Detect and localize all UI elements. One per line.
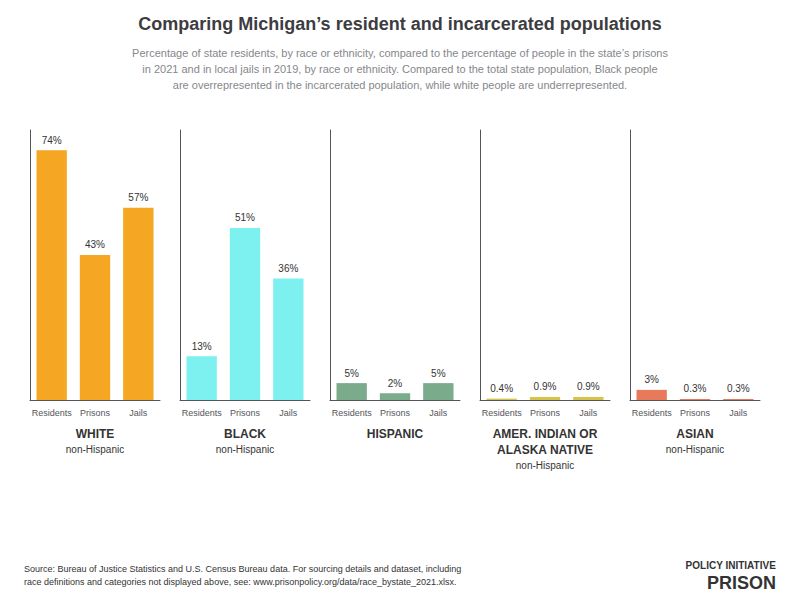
svg-text:non-Hispanic: non-Hispanic xyxy=(516,460,574,471)
svg-text:0.3%: 0.3% xyxy=(684,383,707,394)
svg-text:Jails: Jails xyxy=(429,408,448,418)
svg-text:Prisons: Prisons xyxy=(80,408,111,418)
svg-text:0.9%: 0.9% xyxy=(534,381,557,392)
svg-text:POLICY INITIATIVE: POLICY INITIATIVE xyxy=(686,560,777,571)
svg-text:43%: 43% xyxy=(85,239,105,250)
svg-text:13%: 13% xyxy=(192,341,212,352)
svg-text:AMER. INDIAN OR: AMER. INDIAN OR xyxy=(493,427,598,441)
svg-text:non-Hispanic: non-Hispanic xyxy=(66,444,124,455)
svg-text:5%: 5% xyxy=(431,368,446,379)
svg-text:race definitions and categorie: race definitions and categories not disp… xyxy=(24,577,457,587)
svg-text:ASIAN: ASIAN xyxy=(676,427,713,441)
svg-text:Prisons: Prisons xyxy=(680,408,711,418)
svg-text:non-Hispanic: non-Hispanic xyxy=(666,444,724,455)
svg-text:Jails: Jails xyxy=(279,408,298,418)
svg-text:Jails: Jails xyxy=(129,408,148,418)
svg-text:Jails: Jails xyxy=(729,408,748,418)
svg-text:0.4%: 0.4% xyxy=(490,383,513,394)
svg-text:Jails: Jails xyxy=(579,408,598,418)
svg-text:74%: 74% xyxy=(42,135,62,146)
svg-text:Percentage of state residents,: Percentage of state residents, by race o… xyxy=(132,47,668,59)
svg-text:5%: 5% xyxy=(344,368,359,379)
svg-text:36%: 36% xyxy=(278,263,298,274)
svg-text:in 2021 and in local jails in: in 2021 and in local jails in 2019, by r… xyxy=(142,63,657,75)
svg-text:PRISON: PRISON xyxy=(707,573,776,593)
svg-text:Prisons: Prisons xyxy=(230,408,261,418)
svg-text:HISPANIC: HISPANIC xyxy=(367,427,424,441)
svg-text:51%: 51% xyxy=(235,212,255,223)
svg-text:Residents: Residents xyxy=(332,408,373,418)
svg-text:are overrepresented in the inc: are overrepresented in the incarcerated … xyxy=(173,79,627,91)
svg-text:Residents: Residents xyxy=(182,408,223,418)
svg-text:0.9%: 0.9% xyxy=(577,381,600,392)
svg-text:57%: 57% xyxy=(128,192,148,203)
svg-text:Source: Bureau of Justice Stat: Source: Bureau of Justice Statistics and… xyxy=(24,564,461,574)
svg-text:non-Hispanic: non-Hispanic xyxy=(216,444,274,455)
svg-text:Prisons: Prisons xyxy=(380,408,411,418)
svg-text:2%: 2% xyxy=(388,378,403,389)
svg-text:BLACK: BLACK xyxy=(224,427,266,441)
svg-text:Residents: Residents xyxy=(632,408,673,418)
svg-text:ALASKA NATIVE: ALASKA NATIVE xyxy=(497,443,593,457)
svg-text:3%: 3% xyxy=(644,374,659,385)
svg-text:WHITE: WHITE xyxy=(76,427,115,441)
svg-text:Comparing Michigan’s resident: Comparing Michigan’s resident and incarc… xyxy=(138,14,661,34)
svg-text:Residents: Residents xyxy=(482,408,523,418)
svg-text:0.3%: 0.3% xyxy=(727,383,750,394)
svg-text:Residents: Residents xyxy=(32,408,73,418)
svg-text:Prisons: Prisons xyxy=(530,408,561,418)
